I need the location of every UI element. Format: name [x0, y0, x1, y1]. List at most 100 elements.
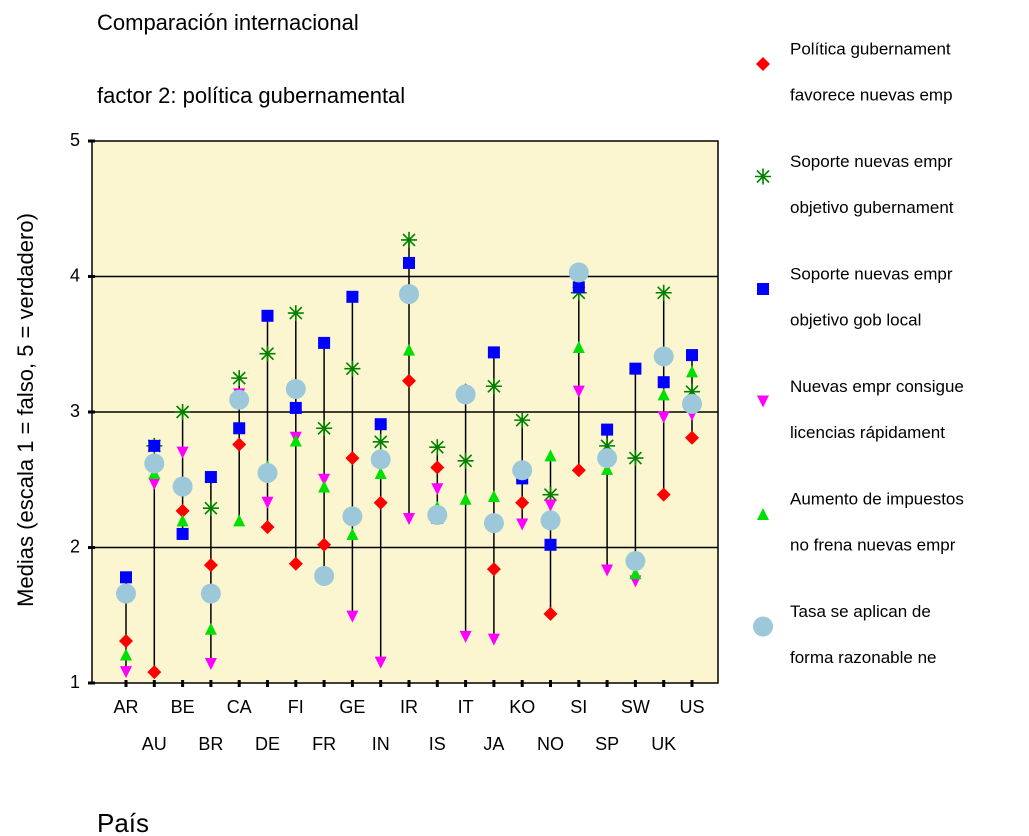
- x-axis-label: País: [97, 808, 149, 836]
- marker-square: [346, 290, 359, 303]
- marker-triangle-down: [120, 666, 132, 679]
- legend-label: Soporte nuevas empr: [790, 264, 953, 283]
- x-tick-label: AU: [142, 734, 167, 754]
- marker-star: [627, 450, 644, 467]
- marker-square: [176, 527, 189, 540]
- marker-star: [287, 305, 304, 322]
- marker-triangle-up: [403, 343, 415, 356]
- chart-title: Comparación internacional: [97, 10, 359, 35]
- marker-diamond: [515, 495, 530, 510]
- x-tick-label: IN: [372, 734, 390, 754]
- marker-triangle-up: [459, 492, 472, 505]
- marker-diamond: [260, 520, 275, 535]
- x-tick-label: BR: [198, 734, 223, 754]
- legend-label: licencias rápidament: [790, 423, 945, 442]
- marker-triangle-down: [374, 656, 387, 669]
- marker-triangle-up: [657, 388, 670, 401]
- marker-triangle-up: [757, 508, 769, 520]
- marker-triangle-down: [148, 477, 161, 490]
- marker-triangle-up: [686, 365, 698, 378]
- marker-square: [148, 439, 161, 452]
- marker-triangle-down: [657, 411, 670, 424]
- marker-star: [344, 360, 361, 377]
- marker-diamond: [288, 556, 303, 571]
- x-tick-label: BE: [171, 697, 195, 717]
- marker-diamond: [203, 558, 218, 573]
- marker-triangle-up: [289, 434, 302, 447]
- marker-triangle-down: [261, 496, 274, 509]
- marker-square: [572, 281, 585, 294]
- marker-circle: [682, 393, 702, 414]
- marker-circle: [625, 551, 646, 572]
- marker-star: [259, 345, 276, 362]
- marker-star: [231, 370, 248, 387]
- marker-diamond: [373, 495, 388, 510]
- legend-label: favorece nuevas emp: [790, 85, 953, 104]
- marker-circle: [597, 448, 618, 469]
- x-tick-label: SI: [570, 697, 587, 717]
- marker-triangle-down: [544, 499, 557, 512]
- legend-label: Política gubernament: [790, 39, 951, 58]
- x-tick-label: IS: [429, 734, 446, 754]
- marker-circle: [455, 384, 476, 405]
- marker-triangle-up: [487, 490, 500, 503]
- marker-diamond: [756, 57, 770, 71]
- marker-triangle-up: [346, 527, 359, 540]
- chart-subtitle: factor 2: política gubernamental: [97, 83, 405, 108]
- y-axis-label: Medias (escala 1 = falso, 5 = verdadero): [13, 213, 38, 607]
- marker-circle: [172, 476, 193, 497]
- x-tick-label: IR: [400, 697, 418, 717]
- marker-star: [485, 378, 502, 395]
- marker-triangle-up: [544, 449, 557, 462]
- marker-square: [318, 336, 331, 349]
- x-tick-label: SP: [595, 734, 619, 754]
- legend-label: forma razonable ne: [790, 648, 936, 667]
- marker-square: [374, 418, 387, 431]
- marker-triangle-up: [374, 466, 387, 479]
- legend-label: Aumento de impuestos: [790, 489, 964, 508]
- marker-circle: [399, 284, 419, 305]
- marker-square: [757, 283, 769, 295]
- x-tick-label: IT: [458, 697, 474, 717]
- x-tick-label: JA: [483, 734, 504, 754]
- marker-square: [204, 471, 217, 484]
- marker-star: [316, 420, 333, 437]
- legend-label: no frena nuevas empr: [790, 535, 956, 554]
- marker-circle: [314, 565, 335, 586]
- marker-diamond: [402, 373, 416, 388]
- marker-square: [403, 256, 415, 269]
- y-tick-label: 3: [70, 401, 80, 421]
- marker-square: [261, 309, 274, 322]
- marker-diamond: [685, 430, 699, 445]
- marker-square: [601, 423, 614, 436]
- marker-star: [401, 231, 417, 248]
- marker-triangle-down: [431, 483, 444, 496]
- marker-triangle-down: [204, 658, 217, 671]
- legend-label: objetivo gubernament: [790, 198, 954, 217]
- marker-square: [544, 538, 557, 551]
- marker-square: [686, 349, 698, 362]
- marker-triangle-up: [318, 480, 331, 493]
- marker-triangle-up: [233, 514, 246, 527]
- marker-triangle-down: [176, 446, 189, 459]
- y-tick-label: 5: [70, 130, 80, 150]
- marker-circle: [540, 510, 561, 531]
- marker-diamond: [543, 606, 558, 621]
- marker-circle: [512, 460, 533, 481]
- marker-square: [487, 346, 500, 359]
- marker-star: [542, 486, 559, 503]
- marker-star: [599, 437, 616, 454]
- marker-star: [514, 412, 531, 429]
- x-tick-label: GE: [339, 697, 365, 717]
- x-tick-label: SW: [621, 697, 650, 717]
- marker-circle: [229, 389, 250, 410]
- marker-triangle-down: [346, 610, 359, 623]
- marker-star: [429, 439, 446, 456]
- x-tick-label: KO: [509, 697, 535, 717]
- marker-triangle-down: [403, 513, 415, 526]
- marker-diamond: [430, 460, 445, 475]
- x-tick-label: CA: [227, 697, 252, 717]
- marker-circle: [285, 378, 306, 399]
- marker-triangle-up: [629, 567, 642, 580]
- marker-circle: [370, 449, 391, 470]
